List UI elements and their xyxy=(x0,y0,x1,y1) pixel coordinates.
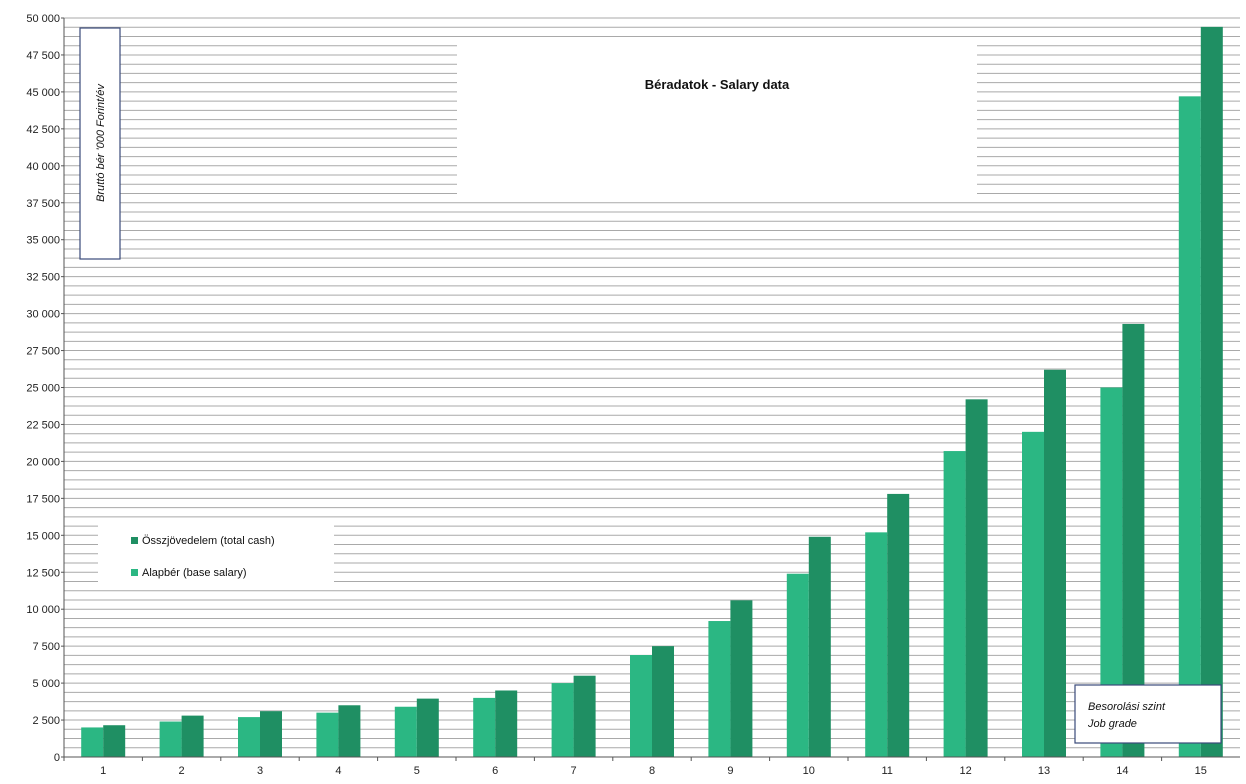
x-tick-label: 14 xyxy=(1116,765,1128,777)
bar-base-salary xyxy=(1100,387,1123,757)
bar-total-cash xyxy=(573,675,596,757)
x-axis-label-line-2: Job grade xyxy=(1087,718,1137,730)
bar-total-cash xyxy=(652,646,674,757)
bar-total-cash xyxy=(338,705,361,757)
y-axis-label: Bruttó bér '000 Forint/év xyxy=(95,83,107,202)
bar-base-salary xyxy=(316,712,339,757)
bar-total-cash xyxy=(416,698,439,757)
y-tick-label: 45 000 xyxy=(26,87,60,99)
x-tick-label: 3 xyxy=(257,765,263,777)
x-tick-label: 8 xyxy=(649,765,655,777)
y-tick-label: 2 500 xyxy=(32,715,60,727)
y-tick-label: 37 500 xyxy=(26,198,60,210)
bar-total-cash xyxy=(730,600,753,757)
bar-base-salary xyxy=(1022,431,1044,757)
bar-total-cash xyxy=(887,493,910,757)
x-tick-label: 12 xyxy=(959,765,971,777)
bar-total-cash xyxy=(808,536,831,757)
x-tick-label: 2 xyxy=(179,765,185,777)
bar-total-cash xyxy=(965,399,988,757)
y-tick-label: 25 000 xyxy=(26,383,60,395)
y-tick-label: 7 500 xyxy=(32,641,60,653)
x-tick-label: 5 xyxy=(414,765,420,777)
bar-total-cash xyxy=(103,725,126,757)
x-tick-label: 11 xyxy=(881,765,892,777)
bar-total-cash xyxy=(1200,26,1223,758)
legend-label-total-cash: Összjövedelem (total cash) xyxy=(142,535,275,547)
bar-base-salary xyxy=(81,727,104,757)
legend-swatch-base-salary xyxy=(131,569,138,576)
y-tick-label: 17 500 xyxy=(26,493,60,505)
bar-base-salary xyxy=(551,683,574,757)
y-tick-label: 40 000 xyxy=(26,161,60,173)
chart-title: Béradatok - Salary data xyxy=(645,77,790,92)
bar-base-salary xyxy=(708,621,731,757)
x-axis-label-line-1: Besorolási szint xyxy=(1088,701,1166,713)
y-tick-label: 42 500 xyxy=(26,124,60,136)
y-axis-label-box: Bruttó bér '000 Forint/év xyxy=(79,27,121,260)
x-tick-label: 7 xyxy=(571,765,577,777)
bar-base-salary xyxy=(630,655,652,757)
y-tick-label: 27 500 xyxy=(26,346,60,358)
bar-base-salary xyxy=(159,721,182,757)
y-tick-label: 12 500 xyxy=(26,567,60,579)
x-tick-labels: 1 2 3 4 5 6 7 8 9 10 11 12 13 14 15 xyxy=(63,757,1207,777)
legend-label-base-salary: Alapbér (base salary) xyxy=(142,567,247,579)
legend: Összjövedelem (total cash) Alapbér (base… xyxy=(98,524,334,588)
bar-base-salary xyxy=(865,532,888,757)
bar-total-cash xyxy=(1044,369,1066,757)
y-tick-label: 0 xyxy=(54,752,60,764)
x-tick-label: 9 xyxy=(727,765,733,777)
y-tick-label: 22 500 xyxy=(26,419,60,431)
x-tick-label: 13 xyxy=(1038,765,1050,777)
y-tick-labels: 0 2 500 5 000 7 500 10 000 12 500 15 000 17 500… xyxy=(26,13,64,764)
x-tick-label: 15 xyxy=(1195,765,1207,777)
bar-base-salary xyxy=(1178,96,1201,758)
title-box: Béradatok - Salary data xyxy=(457,43,977,195)
y-tick-label: 35 000 xyxy=(26,235,60,247)
bar-base-salary xyxy=(238,717,260,757)
y-tick-label: 50 000 xyxy=(26,13,60,25)
bar-base-salary xyxy=(394,706,417,757)
x-tick-label: 10 xyxy=(803,765,815,777)
y-tick-label: 30 000 xyxy=(26,309,60,321)
bar-total-cash xyxy=(181,715,204,757)
bar-base-salary xyxy=(473,697,496,757)
y-tick-label: 32 500 xyxy=(26,272,60,284)
y-tick-label: 10 000 xyxy=(26,604,60,616)
legend-swatch-total-cash xyxy=(131,537,138,544)
bar-base-salary xyxy=(786,573,809,757)
bar-total-cash xyxy=(495,690,518,757)
x-tick-label: 6 xyxy=(492,765,498,777)
y-tick-label: 5 000 xyxy=(32,678,60,690)
x-tick-label: 4 xyxy=(335,765,341,777)
bar-base-salary xyxy=(943,451,966,757)
y-tick-label: 15 000 xyxy=(26,530,60,542)
bars xyxy=(81,26,1223,758)
x-axis-label-box: Besorolási szint Job grade xyxy=(1074,684,1222,744)
bar-total-cash xyxy=(1122,323,1145,757)
x-tick-label: 1 xyxy=(100,765,106,777)
y-tick-label: 20 000 xyxy=(26,456,60,468)
y-tick-label: 47 500 xyxy=(26,50,60,62)
bar-total-cash xyxy=(260,711,282,757)
